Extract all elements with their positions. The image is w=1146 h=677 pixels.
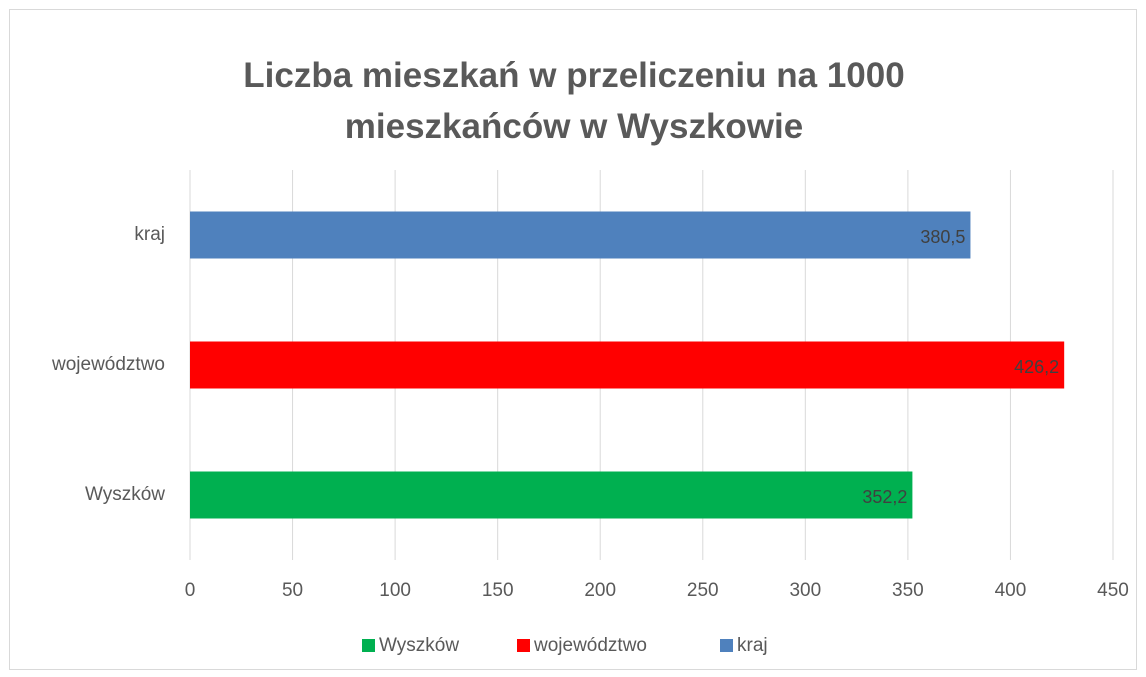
bar [190, 341, 1065, 389]
x-tick-label: 150 [482, 580, 514, 601]
x-tick-label: 0 [185, 580, 196, 601]
legend-label: województwo [533, 635, 647, 656]
legend-swatch [362, 639, 375, 652]
x-tick-label: 50 [282, 580, 303, 601]
y-tick-label: kraj [134, 224, 165, 245]
legend-label: Wyszków [379, 635, 459, 656]
x-tick-label: 100 [379, 580, 411, 601]
bar [190, 471, 913, 519]
bar [190, 211, 971, 259]
legend-label: kraj [737, 635, 768, 656]
data-label: 352,2 [862, 487, 907, 507]
chart-border [9, 9, 1137, 670]
x-tick-label: 350 [892, 580, 924, 601]
legend-swatch [720, 639, 733, 652]
y-tick-label: Wyszków [85, 484, 165, 505]
x-tick-label: 200 [584, 580, 616, 601]
legend-swatch [517, 639, 530, 652]
data-label: 426,2 [1014, 357, 1059, 377]
x-tick-label: 450 [1097, 580, 1129, 601]
x-tick-label: 250 [687, 580, 719, 601]
data-label: 380,5 [920, 227, 965, 247]
x-tick-label: 300 [789, 580, 821, 601]
x-tick-label: 400 [995, 580, 1027, 601]
chart-title-line: Liczba mieszkań w przeliczeniu na 1000 mi… [243, 56, 904, 146]
y-tick-label: województwo [51, 354, 165, 375]
